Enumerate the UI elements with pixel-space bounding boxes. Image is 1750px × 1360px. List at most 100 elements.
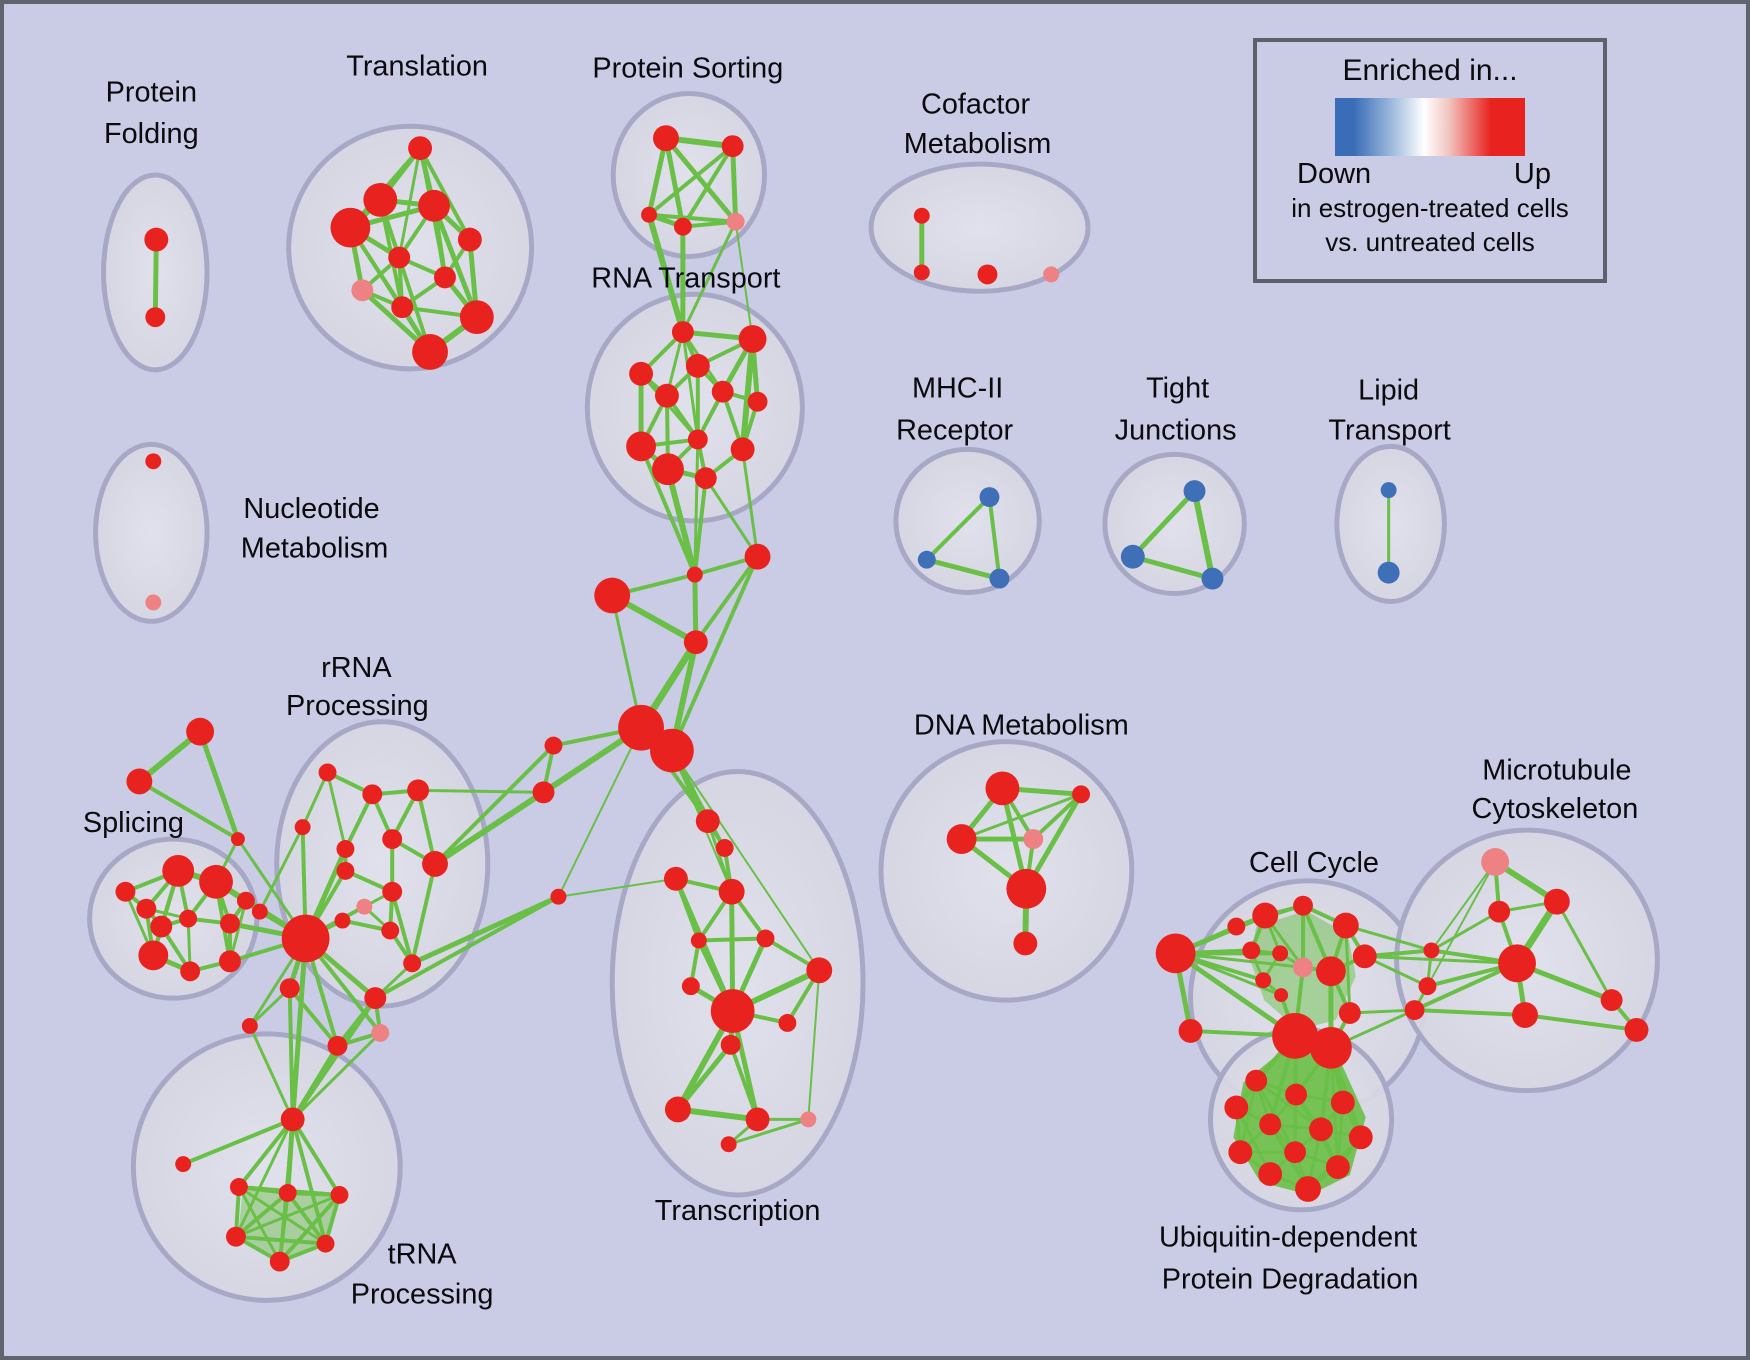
edge-rt2-rt10 [739,338,756,450]
cluster-label-cell-cycle-0: Cell Cycle [1249,847,1379,879]
edge-u1-u5 [238,1185,327,1245]
cluster-label-rrna-processing-0: rRNA [321,652,392,684]
legend-caption-line2: vs. untreated cells [1325,227,1535,257]
node-mh3 [989,568,1010,589]
edge-r2-r4 [343,793,375,850]
edge-th-ti [182,1117,294,1166]
node-ps3 [641,206,658,223]
edge-pf1-pf2 [152,239,159,318]
node-lp1 [1380,482,1397,499]
cluster-label-rna-transport-0: RNA Transport [591,262,780,294]
edge-d2-d3 [961,792,1082,841]
node-cn2 [744,543,771,570]
node-tc13 [800,1111,817,1128]
legend-gradient-bar [1335,98,1525,156]
edge-tc11-tc12 [677,1106,758,1123]
cluster-ellipse-transcription [609,768,866,1198]
edge-th-u3 [290,1118,342,1196]
edge-ps3-ps5 [648,212,736,224]
node-m5 [1600,989,1623,1012]
edge-rt10-cn2 [741,449,760,557]
node-c1 [1252,902,1279,929]
legend-axis-labels: Down Up [1257,156,1603,191]
node-ub9 [1284,1141,1307,1164]
node-cf1 [913,207,930,224]
edge-tc13-tc14 [728,1117,809,1146]
cluster-label-ubiquitin-degradation-1: Protein Degradation [1162,1263,1419,1295]
node-cn3 [594,577,631,614]
cluster-label-nucleotide-metabolism-0: Nucleotide [243,493,379,525]
node-tj1 [1183,480,1206,503]
edge-c12-m1 [1426,861,1497,987]
node-u4 [225,1226,246,1247]
node-tj3 [1201,567,1224,590]
cluster-label-mhc-ii-receptor-1: Receptor [896,414,1013,446]
node-cb1 [1272,1013,1318,1059]
node-r13 [403,954,422,973]
node-tc11 [664,1096,691,1123]
cluster-ellipse-cofactor-metabolism [868,161,1091,294]
edge-ps1-ps3 [646,137,669,216]
node-t6 [388,246,411,269]
node-cn4 [683,630,708,655]
edge-hub1-cn7 [557,727,642,898]
node-ub7 [1348,1125,1373,1150]
node-t8 [351,279,374,302]
cluster-label-microtubule-cytoskeleton-0: Microtubule [1482,754,1631,786]
node-rt7 [747,391,768,412]
edge-c0-cb1 [1174,951,1297,1038]
edge-ts1-ts3 [197,730,241,840]
edge-r15-r17 [288,986,340,1048]
node-ps2 [721,135,744,158]
cluster-ellipse-lipid-transport [1334,443,1447,604]
node-c5 [1272,945,1289,962]
node-m4 [1512,1002,1538,1028]
node-t3 [330,207,371,248]
node-d6 [1013,931,1038,956]
node-r7 [422,850,448,877]
node-tc9 [778,1014,797,1032]
node-m6 [1404,1000,1425,1020]
node-ts3 [230,832,245,847]
edge-th-r19 [248,1025,295,1121]
node-rt12 [694,467,717,490]
node-ub6 [1309,1117,1333,1142]
edge-u3-u4 [235,1193,341,1239]
cluster-ellipse-tight-junctions [1102,451,1247,596]
edge-r7-cn5 [433,744,555,866]
node-rt1 [671,321,694,343]
node-lp2 [1377,561,1400,584]
edge-r16-cn7 [374,894,560,1000]
node-ti [175,1156,192,1173]
node-t7 [434,266,456,289]
cluster-label-protein-folding-0: Protein [106,76,197,108]
node-ub1 [1245,1069,1268,1092]
edge-c11-m3 [1430,910,1500,952]
node-sp6 [220,913,240,934]
node-r2 [362,784,383,805]
edge-tc10-tc12 [728,1044,760,1121]
node-mhub [1498,944,1536,983]
edge-tc5-tc6 [698,936,766,943]
node-t4 [418,189,450,222]
node-hub2 [650,728,694,773]
edge-mh1-mh2 [925,495,991,562]
node-sp1 [162,854,195,887]
edge-ub1-ub8 [1238,1080,1258,1153]
node-r4 [336,840,355,858]
node-hub1 [618,704,664,751]
node-rt9 [687,429,708,450]
node-ub11 [1258,1162,1283,1187]
node-u6 [269,1251,290,1272]
node-r12 [381,921,400,940]
edge-t1-t5 [418,147,472,241]
node-rhub [281,914,330,963]
node-c8 [1352,944,1377,969]
node-pf2 [145,307,166,328]
node-r3 [407,779,430,802]
node-cn5 [544,736,563,755]
cluster-label-protein-folding-1: Folding [104,118,199,150]
node-r19 [241,1018,258,1034]
node-tc12 [745,1107,770,1132]
cluster-label-trna-processing-1: Processing [351,1278,494,1310]
